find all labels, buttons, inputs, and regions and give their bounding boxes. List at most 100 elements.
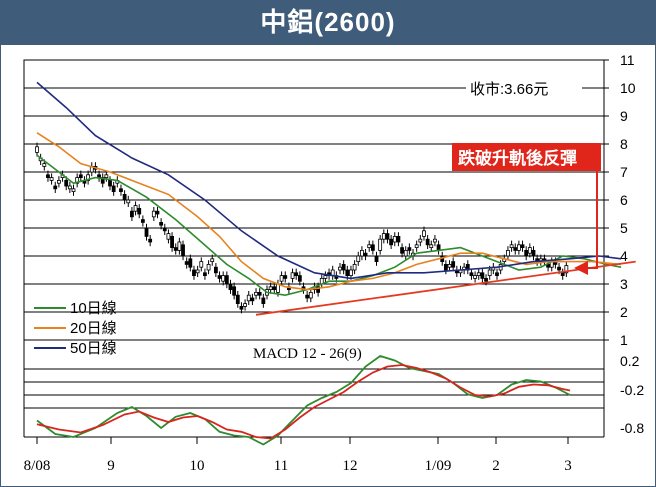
series-line-升軌 <box>255 260 636 316</box>
candle-body <box>294 272 299 276</box>
candle-body <box>560 272 565 276</box>
candle-body <box>345 269 350 276</box>
candle-body <box>137 207 142 215</box>
candle-body <box>35 146 39 153</box>
candle-body <box>360 249 364 257</box>
price-tick-label-5: 5 <box>620 220 628 236</box>
candle-body <box>71 188 76 193</box>
series-line-50日線 <box>36 81 622 280</box>
candle-body <box>400 247 404 254</box>
macd-axis: 0.2 -0.2 -0.8 MACD 12 - 26(9) <box>253 346 644 436</box>
candle-body <box>308 291 313 299</box>
candle-body <box>476 272 481 276</box>
candle-body <box>246 294 251 302</box>
candle-body <box>385 233 390 240</box>
x-tick-label-1: 9 <box>107 458 115 474</box>
candlesticks <box>35 142 569 314</box>
candle-body <box>177 241 182 251</box>
candle-body <box>57 179 61 184</box>
candle-body <box>250 297 255 302</box>
candle-body <box>268 286 273 290</box>
legend-label-0: 10日線 <box>70 300 117 317</box>
close-label-bg <box>466 77 582 99</box>
candle-body <box>181 244 185 257</box>
candle-body <box>392 235 397 243</box>
price-tick-label-9: 9 <box>620 108 628 124</box>
x-tick-label-0: 8/08 <box>24 458 51 474</box>
legend-label-1: 20日線 <box>70 320 117 337</box>
title-bar: 中鋁(2600) <box>0 0 656 44</box>
candle-body <box>283 275 288 279</box>
candle-body <box>224 275 229 285</box>
candle-body <box>64 179 69 187</box>
candle-body <box>367 244 372 249</box>
candle-body <box>495 272 499 276</box>
macd-gridlines <box>23 340 605 438</box>
x-tick-label-5: 1/09 <box>425 458 452 474</box>
macd-tick-label-0.2: 0.2 <box>620 353 640 369</box>
price-tick-label-10: 10 <box>620 80 636 96</box>
candle-body <box>144 227 149 237</box>
candle-body <box>290 272 295 279</box>
candle-body <box>422 230 426 237</box>
candle-body <box>206 263 211 271</box>
candle-body <box>170 235 174 248</box>
candle-body <box>155 210 160 215</box>
candle-body <box>199 261 204 268</box>
candle-body <box>188 258 193 268</box>
candle-body <box>305 294 310 299</box>
candle-body <box>184 261 189 265</box>
candle-body <box>356 255 361 262</box>
candle-body <box>126 199 131 204</box>
callout-arrow-line <box>585 171 598 269</box>
candle-body <box>418 238 423 243</box>
candle-body <box>49 177 54 181</box>
candle-body <box>403 249 408 257</box>
candle-body <box>506 249 510 257</box>
candle-body <box>557 266 561 271</box>
candle-body <box>473 275 477 279</box>
price-tick-label-6: 6 <box>620 192 628 208</box>
candle-body <box>239 305 244 310</box>
candle-body <box>221 275 226 282</box>
macd-lines <box>36 355 571 446</box>
candle-body <box>425 238 430 246</box>
candle-body <box>480 272 485 279</box>
candle-body <box>370 244 375 251</box>
candle-body <box>272 286 277 290</box>
candle-body <box>203 272 207 276</box>
candle-body <box>162 227 167 232</box>
candle-body <box>484 277 488 282</box>
x-tick-label-4: 12 <box>343 458 358 474</box>
candle-body <box>389 238 394 246</box>
candle-body <box>210 258 215 262</box>
candle-body <box>130 210 134 218</box>
candle-body <box>217 275 222 279</box>
candle-body <box>279 275 284 282</box>
candle-body <box>363 252 368 257</box>
candle-body <box>119 188 123 193</box>
candle-body <box>159 221 164 226</box>
candle-body <box>341 263 346 271</box>
legend-label-2: 50日線 <box>70 340 117 357</box>
candle-body <box>564 265 569 274</box>
pattern-label-box <box>452 143 601 171</box>
candle-body <box>513 247 518 251</box>
candle-body <box>78 174 83 179</box>
moving-average-lines <box>36 81 636 316</box>
candle-body <box>195 269 200 274</box>
candle-body <box>42 163 47 167</box>
x-tick-label-7: 3 <box>564 458 572 474</box>
candle-body <box>443 263 448 271</box>
candle-body <box>338 266 342 271</box>
candle-body <box>108 179 112 187</box>
candle-body <box>407 247 412 251</box>
candle-body <box>53 185 58 190</box>
price-tick-label-1: 1 <box>620 332 628 348</box>
callout-arrowhead <box>574 261 588 275</box>
pattern-label: 跌破升軌後反彈 <box>458 148 577 168</box>
macd-tick-label--0.2: -0.2 <box>620 382 644 398</box>
candle-body <box>531 249 536 257</box>
candle-body <box>151 210 156 218</box>
